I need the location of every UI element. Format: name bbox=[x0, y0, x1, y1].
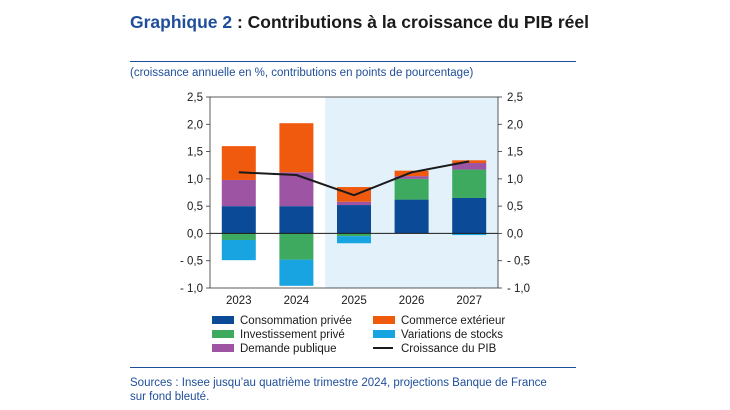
bar-demande-publique-2026 bbox=[394, 176, 429, 179]
sources-line-1: Sources : Insee jusqu’au quatrième trime… bbox=[130, 377, 547, 389]
chart-title: Graphique 2 : Contributions à la croissa… bbox=[130, 12, 590, 33]
bar-commerce-ext-rieur-2023 bbox=[221, 146, 256, 180]
bar-variations-de-stocks-2025 bbox=[337, 236, 371, 244]
bar-demande-publique-2023 bbox=[221, 179, 256, 207]
y-tick-label-right: 2,0 bbox=[507, 119, 523, 131]
legend-label-consommation-priv-e: Consommation privée bbox=[240, 315, 352, 327]
legend-label-variations-de-stocks: Variations de stocks bbox=[401, 329, 503, 341]
legend-label-croissance-du-pib: Croissance du PIB bbox=[401, 343, 497, 355]
chart-title-lead: Graphique 2 bbox=[130, 12, 233, 32]
bar-consommation-priv-e-2023 bbox=[221, 206, 256, 234]
legend-swatch-demande-publique bbox=[212, 344, 234, 352]
sources-note: Sources : Insee jusqu’au quatrième trime… bbox=[130, 376, 590, 404]
legend-label-demande-publique: Demande publique bbox=[240, 343, 337, 355]
y-tick-label-left: 0,0 bbox=[187, 228, 203, 240]
bar-investissement-priv--2027 bbox=[452, 169, 487, 198]
y-tick-label-left: 1,5 bbox=[187, 147, 203, 159]
x-tick-label: 2026 bbox=[399, 295, 425, 307]
y-tick-label-left: 2,5 bbox=[187, 92, 203, 104]
bar-investissement-priv--2024 bbox=[279, 233, 314, 260]
x-tick-label: 2023 bbox=[226, 295, 252, 307]
footer-rule bbox=[130, 367, 576, 368]
y-tick-label-right: 0,0 bbox=[507, 228, 523, 240]
legend-label-investissement-priv-: Investissement privé bbox=[240, 329, 345, 341]
bar-investissement-priv--2025 bbox=[337, 233, 371, 237]
chart-title-rest: : Contributions à la croissance du PIB r… bbox=[232, 12, 589, 32]
legend-swatch-consommation-priv-e bbox=[212, 316, 234, 324]
y-tick-label-left: - 0,5 bbox=[180, 256, 203, 268]
plot-frame bbox=[209, 96, 499, 289]
legend-swatch-variations-de-stocks bbox=[373, 330, 395, 338]
y-tick-label-right: 2,5 bbox=[507, 92, 523, 104]
bar-commerce-ext-rieur-2024 bbox=[279, 123, 314, 173]
chart-subtitle: (croissance annuelle en %, contributions… bbox=[130, 67, 474, 79]
y-tick-label-right: 0,5 bbox=[507, 201, 523, 213]
bar-demande-publique-2027 bbox=[452, 163, 487, 170]
y-tick-label-right: 1,5 bbox=[507, 147, 523, 159]
x-tick-label: 2025 bbox=[341, 295, 367, 307]
y-tick-label-left: 0,5 bbox=[187, 201, 203, 213]
y-tick-label-right: - 1,0 bbox=[507, 283, 530, 295]
bar-demande-publique-2024 bbox=[279, 172, 314, 207]
legend-swatch-commerce-ext-rieur bbox=[373, 316, 395, 324]
bar-consommation-priv-e-2025 bbox=[337, 205, 371, 234]
legend-swatch-investissement-priv- bbox=[212, 330, 234, 338]
gdp-growth-line bbox=[238, 160, 470, 197]
bar-consommation-priv-e-2026 bbox=[394, 199, 429, 234]
bar-variations-de-stocks-2024 bbox=[279, 259, 314, 286]
y-tick-label-right: 1,0 bbox=[507, 174, 523, 186]
y-tick-label-left: 1,0 bbox=[187, 174, 203, 186]
bar-demande-publique-2025 bbox=[337, 201, 371, 206]
y-tick-label-left: 2,0 bbox=[187, 119, 203, 131]
title-rule bbox=[130, 61, 576, 62]
sources-line-2: sur fond bleuté. bbox=[130, 391, 210, 403]
bar-investissement-priv--2026 bbox=[394, 178, 429, 200]
y-tick-label-right: - 0,5 bbox=[507, 256, 530, 268]
bar-consommation-priv-e-2027 bbox=[452, 197, 487, 234]
bar-variations-de-stocks-2023 bbox=[221, 239, 256, 261]
x-tick-label: 2027 bbox=[456, 295, 482, 307]
bar-investissement-priv--2023 bbox=[221, 233, 256, 240]
legend-label-commerce-ext-rieur: Commerce extérieur bbox=[401, 315, 505, 327]
y-tick-label-left: - 1,0 bbox=[180, 283, 203, 295]
bar-commerce-ext-rieur-2026 bbox=[394, 170, 429, 177]
bar-consommation-priv-e-2024 bbox=[279, 206, 314, 234]
x-tick-label: 2024 bbox=[284, 295, 310, 307]
bar-variations-de-stocks-2027 bbox=[452, 233, 487, 236]
